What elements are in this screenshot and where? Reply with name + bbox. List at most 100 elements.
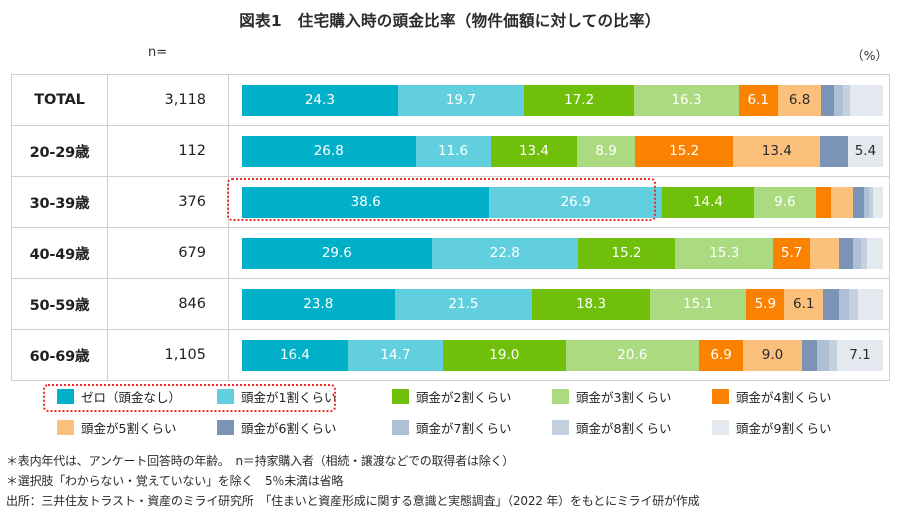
bar-segment: 38.6 xyxy=(242,186,490,218)
footnote-source: 出所：三井住友トラスト・資産のミライ研究所 「住まいと資産形成に関する意識と実態… xyxy=(6,493,700,508)
legend-color-swatch xyxy=(552,389,569,404)
bar-segment xyxy=(872,186,883,218)
legend-label: 頭金が7割くらい xyxy=(416,421,512,436)
footnotes: ＊表内年代は、アンケート回答時の年齢。 n＝持家購入者（相続・譲渡などでの取得者… xyxy=(6,452,896,511)
bar-segment xyxy=(801,339,818,371)
legend-label: 頭金が2割くらい xyxy=(416,390,512,405)
bar-segment xyxy=(852,237,861,269)
bar-segment: 16.4 xyxy=(242,339,348,371)
legend-color-swatch xyxy=(712,420,729,435)
legend-item[interactable]: ゼロ（頭金なし） xyxy=(57,387,217,406)
bar-segment: 14.4 xyxy=(661,186,755,218)
bar-segment xyxy=(842,84,850,116)
bar-segment: 11.6 xyxy=(415,135,491,167)
legend-item[interactable]: 頭金が2割くらい xyxy=(392,387,552,406)
legend-item[interactable]: 頭金が4割くらい xyxy=(712,387,872,406)
bar-segment: 18.3 xyxy=(532,288,650,320)
stacked-bar: 16.4 14.7 19.0 20.6 6.9 9.0 7.1 xyxy=(242,339,883,371)
stacked-bar: 29.6 22.8 15.2 15.3 5.7 xyxy=(242,237,883,269)
legend-color-swatch xyxy=(712,389,729,404)
n-label: n= xyxy=(148,45,168,60)
row-bar-cell: 26.8 11.6 13.4 8.9 15.2 13.4 5.4 xyxy=(228,125,889,177)
legend-label: 頭金が8割くらい xyxy=(576,421,672,436)
bar-segment xyxy=(828,339,838,371)
legend-row-secondary: 頭金が5割くらい 頭金が6割くらい 頭金が7割くらい 頭金が8割くらい 頭金が9割くらい xyxy=(11,412,890,443)
chart-legend: ゼロ（頭金なし） 頭金が1割くらい 頭金が2割くらい 頭金が3割くらい 頭金が4割くらい… xyxy=(11,381,890,443)
bar-segment: 13.4 xyxy=(733,135,821,167)
bar-segment: 17.2 xyxy=(524,84,635,116)
legend-item[interactable]: 頭金が5割くらい xyxy=(57,418,217,437)
bar-segment: 16.3 xyxy=(634,84,739,116)
percent-unit-label: （%） xyxy=(851,48,888,63)
bar-segment: 6.1 xyxy=(738,84,778,116)
bar-segment xyxy=(838,288,849,320)
legend-item[interactable]: 頭金が1割くらい xyxy=(217,387,392,406)
row-bar-cell: 29.6 22.8 15.2 15.3 5.7 xyxy=(228,227,889,279)
bar-segment xyxy=(868,186,873,218)
bar-segment xyxy=(839,237,853,269)
bar-segment xyxy=(831,186,854,218)
legend-color-swatch xyxy=(217,420,234,435)
bar-segment xyxy=(857,288,883,320)
bar-segment: 23.8 xyxy=(242,288,395,320)
legend-color-swatch xyxy=(392,389,409,404)
bar-segment: 21.5 xyxy=(394,288,533,320)
stacked-bar: 23.8 21.5 18.3 15.1 5.9 6.1 xyxy=(242,288,883,320)
bar-segment xyxy=(866,237,883,269)
legend-item[interactable]: 頭金が8割くらい xyxy=(552,418,712,437)
bar-segment: 6.1 xyxy=(784,288,824,320)
bar-segment: 14.7 xyxy=(347,339,443,371)
table-row: 50-59歳 846 23.8 21.5 18.3 15.1 5.9 6.1 xyxy=(12,278,889,330)
legend-label: 頭金が5割くらい xyxy=(81,421,177,436)
bar-segment: 24.3 xyxy=(242,84,398,116)
bar-segment: 6.9 xyxy=(698,339,744,371)
page-title: 図表1 住宅購入時の頭金比率（物件価額に対しての比率） xyxy=(239,12,661,30)
bar-segment: 15.3 xyxy=(675,237,774,269)
chart-rows-table: TOTAL 3,118 24.3 19.7 17.2 16.3 6.1 6.8 20-29歳 11… xyxy=(12,75,889,380)
footnote-1: ＊表内年代は、アンケート回答時の年齢。 n＝持家購入者（相続・譲渡などでの取得者… xyxy=(6,454,515,468)
bar-segment: 7.1 xyxy=(837,339,883,371)
legend-label: 頭金が1割くらい xyxy=(241,390,337,405)
row-bar-cell: 16.4 14.7 19.0 20.6 6.9 9.0 7.1 xyxy=(229,330,890,381)
bar-segment: 13.4 xyxy=(490,135,578,167)
bar-segment: 5.7 xyxy=(773,237,810,269)
bar-segment: 29.6 xyxy=(242,237,432,269)
bar-segment xyxy=(821,84,835,116)
row-sample-size: 112 xyxy=(107,125,229,177)
bar-segment: 8.9 xyxy=(577,135,635,167)
bar-segment: 9.0 xyxy=(743,339,802,371)
table-row: TOTAL 3,118 24.3 19.7 17.2 16.3 6.1 6.8 xyxy=(12,75,889,126)
legend-item[interactable]: 頭金が9割くらい xyxy=(712,418,872,437)
legend-color-swatch xyxy=(217,389,234,404)
table-row: 30-39歳 376 38.6 26.9 14.4 9.6 xyxy=(12,176,889,228)
bar-segment: 5.9 xyxy=(746,288,785,320)
bar-segment xyxy=(863,186,869,218)
stacked-bar-chart-table: TOTAL 3,118 24.3 19.7 17.2 16.3 6.1 6.8 20-29歳 11… xyxy=(11,74,890,381)
bar-segment: 9.6 xyxy=(754,186,816,218)
row-category-label: 20-29歳 xyxy=(12,125,108,177)
bar-segment xyxy=(853,186,864,218)
legend-color-swatch xyxy=(392,420,409,435)
legend-item[interactable]: 頭金が6割くらい xyxy=(217,418,392,437)
bar-segment: 26.8 xyxy=(242,135,416,167)
bar-segment xyxy=(849,84,883,116)
row-bar-cell: 38.6 26.9 14.4 9.6 xyxy=(228,176,889,228)
row-category-label: 30-39歳 xyxy=(12,176,108,228)
row-category-label: 40-49歳 xyxy=(12,227,108,279)
stacked-bar: 38.6 26.9 14.4 9.6 xyxy=(242,186,883,218)
bar-segment xyxy=(809,237,840,269)
table-row: 20-29歳 112 26.8 11.6 13.4 8.9 15.2 13.4 5.4 xyxy=(12,125,889,177)
bar-segment: 20.6 xyxy=(565,339,699,371)
bar-segment xyxy=(834,84,843,116)
bar-segment xyxy=(815,186,832,218)
footnote-2: ＊選択肢「わからない・覚えていない」を除く 5％未満は省略 xyxy=(6,473,344,488)
row-sample-size: 3,118 xyxy=(107,75,229,126)
table-row: 60-69歳 1,105 16.4 14.7 19.0 20.6 6.9 9.0 7.1 xyxy=(12,329,890,381)
legend-item[interactable]: 頭金が7割くらい xyxy=(392,418,552,437)
row-sample-size: 846 xyxy=(107,278,229,330)
legend-label: 頭金が4割くらい xyxy=(736,390,832,405)
stacked-bar: 26.8 11.6 13.4 8.9 15.2 13.4 5.4 xyxy=(242,135,883,167)
legend-item[interactable]: 頭金が3割くらい xyxy=(552,387,712,406)
legend-color-swatch xyxy=(57,420,74,435)
row-sample-size: 1,105 xyxy=(107,329,229,380)
